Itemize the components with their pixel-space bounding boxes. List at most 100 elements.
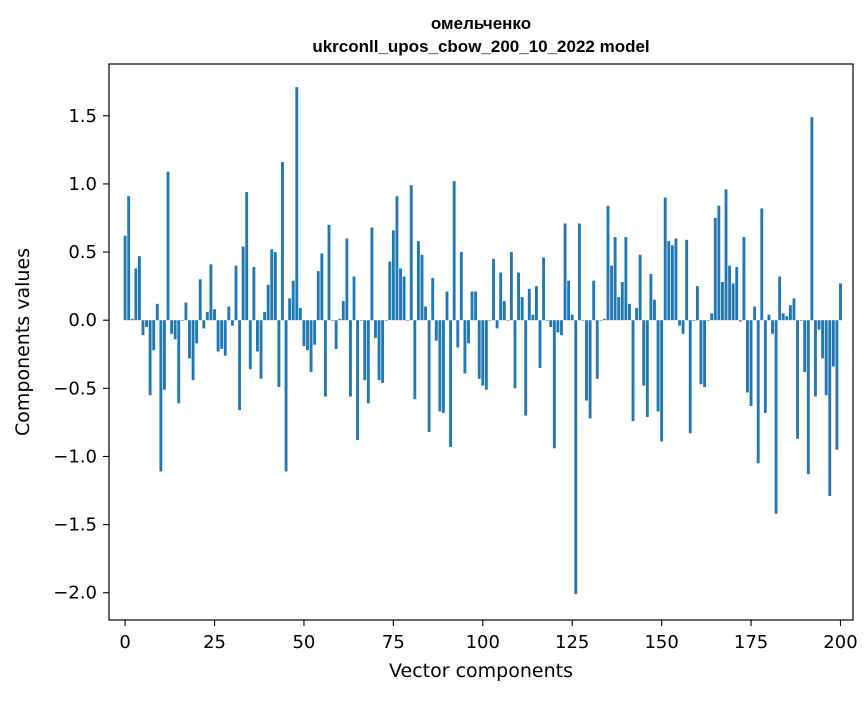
bar-25 (213, 309, 216, 321)
bar-185 (785, 316, 789, 321)
bar-110 (517, 272, 520, 321)
bar-104 (495, 320, 499, 329)
bar-119 (549, 320, 553, 328)
bar-143 (635, 307, 639, 321)
bar-35 (248, 320, 252, 370)
bar-27 (220, 320, 224, 349)
bar-146 (645, 320, 649, 417)
bar-151 (663, 197, 667, 321)
y-tick-label-1: 1.0 (68, 174, 97, 195)
bar-160 (695, 286, 699, 321)
bar-29 (227, 306, 231, 321)
bar-84 (424, 306, 427, 321)
bar-51 (306, 320, 309, 351)
bar-157 (685, 239, 689, 321)
bar-170 (731, 283, 735, 321)
x-axis-ticks: 0 25 50 75 100 125 150 175 200 (119, 620, 858, 653)
bar-181 (771, 320, 774, 334)
x-tick-label-0: 0 (119, 632, 130, 653)
bar-59 (334, 320, 338, 349)
bar-73 (384, 320, 388, 321)
bar-129 (585, 320, 588, 401)
bar-197 (828, 320, 832, 496)
bar-114 (531, 314, 535, 321)
bar-2 (130, 318, 134, 321)
x-axis-label: Vector components (389, 660, 573, 682)
bar-44 (281, 162, 284, 321)
bar-173 (742, 237, 746, 321)
bar-66 (359, 320, 363, 321)
bar-64 (352, 276, 356, 321)
bar-23 (205, 312, 209, 321)
bar-126 (574, 320, 578, 595)
y-tick-label-6: −1.5 (53, 515, 97, 536)
bar-131 (592, 280, 596, 321)
y-tick-label-4: −0.5 (53, 378, 97, 399)
bar-39 (263, 312, 267, 321)
bar-68 (366, 320, 370, 404)
bar-16 (180, 320, 184, 321)
x-tick-label-125: 125 (555, 632, 589, 653)
bar-124 (567, 280, 571, 321)
bar-28 (223, 320, 227, 356)
y-tick-label-5: −1.0 (53, 446, 97, 467)
x-tick-label-150: 150 (644, 632, 678, 653)
bar-80 (409, 185, 413, 321)
bar-178 (760, 208, 764, 321)
bar-31 (234, 265, 238, 321)
bar-103 (492, 258, 495, 321)
bar-169 (728, 265, 732, 321)
bar-138 (617, 297, 621, 321)
bar-17 (184, 302, 188, 321)
bar-164 (710, 313, 714, 321)
bar-191 (806, 320, 810, 475)
bar-165 (713, 217, 717, 321)
bar-145 (642, 320, 646, 386)
bar-134 (602, 318, 606, 321)
bar-20 (195, 320, 199, 344)
bar-47 (291, 280, 295, 321)
bar-162 (703, 320, 706, 387)
bar-95 (463, 320, 467, 374)
bar-163 (706, 320, 710, 321)
bar-63 (349, 320, 352, 397)
bar-3 (134, 268, 138, 321)
bar-149 (656, 320, 660, 412)
bar-121 (556, 320, 560, 333)
bar-106 (502, 301, 506, 321)
y-tick-label-3: 0.0 (68, 310, 97, 331)
bar-190 (803, 320, 807, 372)
bar-14 (173, 320, 177, 340)
bar-32 (238, 320, 241, 411)
bar-60 (338, 318, 342, 321)
bar-67 (363, 320, 367, 381)
bar-196 (824, 320, 828, 396)
bar-19 (191, 320, 195, 381)
bar-161 (699, 320, 703, 385)
bar-113 (527, 288, 531, 321)
bar-58 (331, 320, 334, 321)
bar-142 (631, 320, 635, 422)
bar-125 (570, 314, 574, 321)
bar-183 (778, 276, 782, 321)
bar-37 (256, 320, 259, 352)
bar-128 (581, 320, 585, 321)
bar-184 (781, 313, 785, 321)
bar-154 (674, 238, 678, 321)
bar-182 (774, 320, 778, 514)
bar-117 (542, 257, 546, 321)
bar-30 (230, 320, 234, 326)
bar-108 (509, 252, 513, 321)
bar-82 (416, 241, 420, 321)
bar-53 (313, 320, 317, 345)
plot-area-frame (108, 63, 854, 621)
bar-62 (345, 238, 349, 321)
y-tick-label-2: 0.5 (68, 242, 97, 263)
bar-152 (667, 241, 671, 321)
bar-36 (252, 267, 256, 321)
bar-112 (524, 320, 528, 416)
bar-21 (198, 279, 202, 321)
bar-147 (649, 273, 653, 321)
bar-15 (177, 320, 181, 404)
